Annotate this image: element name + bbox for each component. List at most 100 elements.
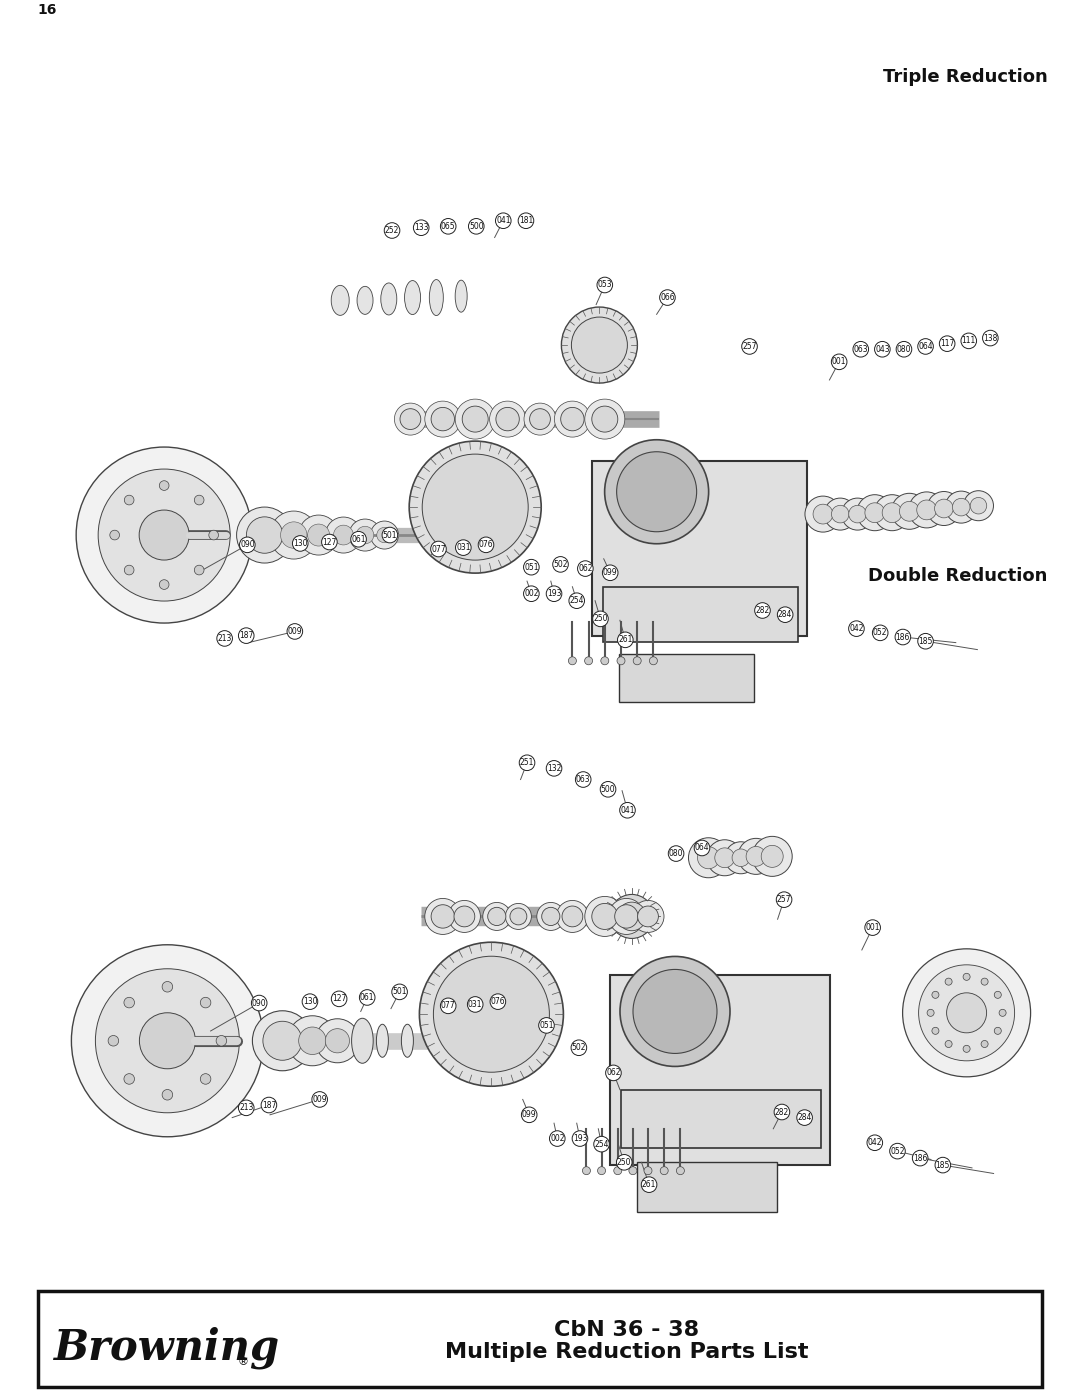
Circle shape <box>325 517 362 553</box>
Circle shape <box>441 997 456 1014</box>
Text: 501: 501 <box>392 988 407 996</box>
Text: 213: 213 <box>239 1104 254 1112</box>
Circle shape <box>592 904 618 929</box>
Circle shape <box>738 838 774 875</box>
Text: 130: 130 <box>302 997 318 1006</box>
Circle shape <box>761 845 783 868</box>
Circle shape <box>927 1009 934 1017</box>
Circle shape <box>554 401 591 437</box>
Circle shape <box>642 1176 657 1193</box>
Circle shape <box>478 536 494 553</box>
Circle shape <box>546 585 562 602</box>
Circle shape <box>351 531 366 548</box>
Text: 042: 042 <box>867 1139 882 1147</box>
Circle shape <box>983 330 998 346</box>
Text: 099: 099 <box>603 569 618 577</box>
Text: 282: 282 <box>755 606 770 615</box>
Text: 031: 031 <box>456 543 471 552</box>
Text: 185: 185 <box>935 1161 950 1169</box>
Circle shape <box>546 760 562 777</box>
Circle shape <box>160 580 168 590</box>
Ellipse shape <box>381 284 396 314</box>
Circle shape <box>299 1027 326 1055</box>
Circle shape <box>865 919 880 936</box>
Circle shape <box>239 1099 254 1116</box>
Bar <box>603 587 798 641</box>
Circle shape <box>649 657 658 665</box>
Circle shape <box>603 564 618 581</box>
Text: 077: 077 <box>431 545 446 553</box>
Text: 117: 117 <box>940 339 955 348</box>
Circle shape <box>605 440 708 543</box>
Circle shape <box>597 1166 606 1175</box>
Circle shape <box>706 840 743 876</box>
Circle shape <box>519 754 535 771</box>
Circle shape <box>562 907 583 926</box>
Circle shape <box>875 341 890 358</box>
Circle shape <box>522 1106 537 1123</box>
Circle shape <box>637 907 659 926</box>
Circle shape <box>539 1017 554 1034</box>
Text: 261: 261 <box>642 1180 657 1189</box>
Text: 001: 001 <box>865 923 880 932</box>
Text: 061: 061 <box>360 993 375 1002</box>
Circle shape <box>424 401 461 437</box>
Text: 077: 077 <box>441 1002 456 1010</box>
Circle shape <box>597 277 612 293</box>
Circle shape <box>981 978 988 985</box>
Circle shape <box>370 521 399 549</box>
Circle shape <box>441 218 456 235</box>
Ellipse shape <box>352 1018 374 1063</box>
Circle shape <box>853 341 868 358</box>
Circle shape <box>805 496 841 532</box>
Circle shape <box>945 978 953 985</box>
Text: 052: 052 <box>873 629 888 637</box>
Ellipse shape <box>402 1024 414 1058</box>
Circle shape <box>562 307 637 383</box>
Circle shape <box>961 332 976 349</box>
Text: ®: ® <box>238 1356 248 1368</box>
Circle shape <box>913 1150 928 1166</box>
Text: 080: 080 <box>896 345 912 353</box>
Circle shape <box>95 968 240 1113</box>
Circle shape <box>253 1011 312 1070</box>
Bar <box>610 975 831 1165</box>
Text: 500: 500 <box>469 222 484 231</box>
Text: 031: 031 <box>468 1000 483 1009</box>
Circle shape <box>963 490 994 521</box>
Circle shape <box>510 908 527 925</box>
Circle shape <box>281 522 307 548</box>
Circle shape <box>940 335 955 352</box>
Circle shape <box>315 1018 360 1063</box>
Text: 127: 127 <box>332 995 347 1003</box>
Circle shape <box>813 504 833 524</box>
Circle shape <box>377 527 392 543</box>
Text: 261: 261 <box>618 636 633 644</box>
Circle shape <box>217 630 232 647</box>
Circle shape <box>617 1154 632 1171</box>
Circle shape <box>849 506 866 522</box>
Circle shape <box>505 904 531 929</box>
Circle shape <box>896 341 912 358</box>
Circle shape <box>584 657 593 665</box>
Text: 282: 282 <box>774 1108 789 1116</box>
Circle shape <box>927 492 961 525</box>
Text: 064: 064 <box>918 342 933 351</box>
Circle shape <box>270 511 318 559</box>
Text: 061: 061 <box>351 535 366 543</box>
Bar <box>592 461 807 636</box>
Circle shape <box>953 499 970 515</box>
Circle shape <box>252 995 267 1011</box>
Ellipse shape <box>405 281 420 314</box>
Circle shape <box>755 602 770 619</box>
Text: 064: 064 <box>694 844 710 852</box>
Circle shape <box>553 556 568 573</box>
Circle shape <box>832 353 847 370</box>
Circle shape <box>469 218 484 235</box>
Circle shape <box>752 837 793 876</box>
Circle shape <box>615 905 638 928</box>
Circle shape <box>688 838 729 877</box>
Circle shape <box>725 842 757 873</box>
Circle shape <box>468 996 483 1013</box>
Circle shape <box>856 495 893 531</box>
